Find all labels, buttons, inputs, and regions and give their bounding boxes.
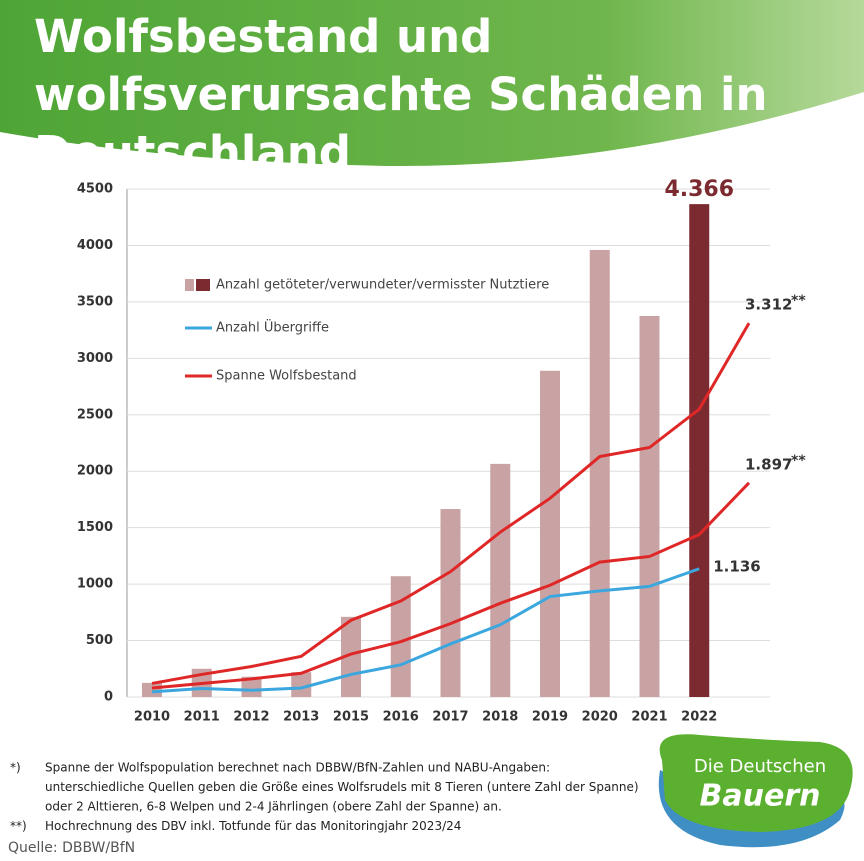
x-tick-label: 2022 [681, 710, 717, 725]
range-line [151, 481, 751, 690]
legend-label: Anzahl getöteter/verwundeter/vermisster … [216, 278, 549, 293]
note-line: oder 2 Alttieren, 6-8 Welpen und 2-4 Jäh… [45, 800, 502, 814]
header-band [0, 0, 864, 167]
logo-line-1: Die Deutschen [694, 756, 826, 777]
note-line: unterschiedliche Quellen geben die Größe… [45, 780, 639, 794]
projection-marker: ** [791, 293, 806, 309]
range-line [151, 322, 751, 685]
x-tick-label: 2019 [532, 710, 568, 725]
value-label: 3.312 [745, 296, 792, 314]
bar [589, 249, 610, 697]
bar [241, 676, 262, 697]
legend-swatch [185, 279, 194, 291]
logo-line-2: Bauern [700, 779, 821, 814]
bar [540, 370, 560, 697]
x-tick-label: 2018 [482, 710, 518, 725]
logo [658, 734, 853, 848]
note-marker: *) [10, 761, 21, 775]
note-line: Spanne der Wolfspopulation berechnet nac… [45, 761, 550, 775]
bar [390, 576, 411, 697]
y-tick-label: 500 [86, 633, 113, 648]
y-tick-label: 3500 [77, 294, 113, 309]
title: Wolfsbestand und wolfsverursachte Schäde… [34, 10, 768, 179]
x-tick-label: 2021 [631, 710, 667, 725]
value-label: 1.897 [745, 455, 792, 473]
x-tick-label: 2020 [582, 710, 618, 725]
y-tick-label: 2000 [77, 464, 113, 479]
x-tick-label: 2013 [283, 710, 319, 725]
y-tick-label: 3000 [77, 351, 113, 366]
legend-label: Spanne Wolfsbestand [216, 369, 357, 384]
source: Quelle: DBBW/BfN [8, 840, 135, 856]
x-tick-label: 2012 [233, 710, 269, 725]
y-tick-label: 4000 [77, 238, 113, 253]
y-tick-label: 2500 [77, 407, 113, 422]
x-tick-label: 2010 [134, 710, 170, 725]
line [151, 567, 700, 694]
bar [440, 509, 461, 697]
y-tick-label: 1000 [77, 577, 113, 592]
x-tick-label: 2015 [333, 710, 369, 725]
value-label: 4.366 [664, 177, 734, 202]
projection-marker: ** [791, 453, 806, 469]
note-line: Hochrechnung des DBV inkl. Totfunde für … [45, 819, 461, 833]
bar [291, 672, 312, 697]
y-tick-label: 1500 [77, 520, 113, 535]
legend-swatch [196, 279, 210, 291]
note-marker: **) [10, 819, 27, 833]
x-tick-label: 2011 [184, 710, 220, 725]
x-tick-label: 2017 [432, 710, 468, 725]
value-label: 1.136 [713, 557, 760, 575]
bar [490, 463, 511, 697]
legend-label: Anzahl Übergriffe [216, 319, 329, 336]
y-tick-label: 0 [104, 690, 113, 705]
bar [689, 204, 710, 697]
x-tick-label: 2016 [383, 710, 419, 725]
y-tick-label: 4500 [77, 182, 113, 197]
bar [639, 316, 660, 697]
